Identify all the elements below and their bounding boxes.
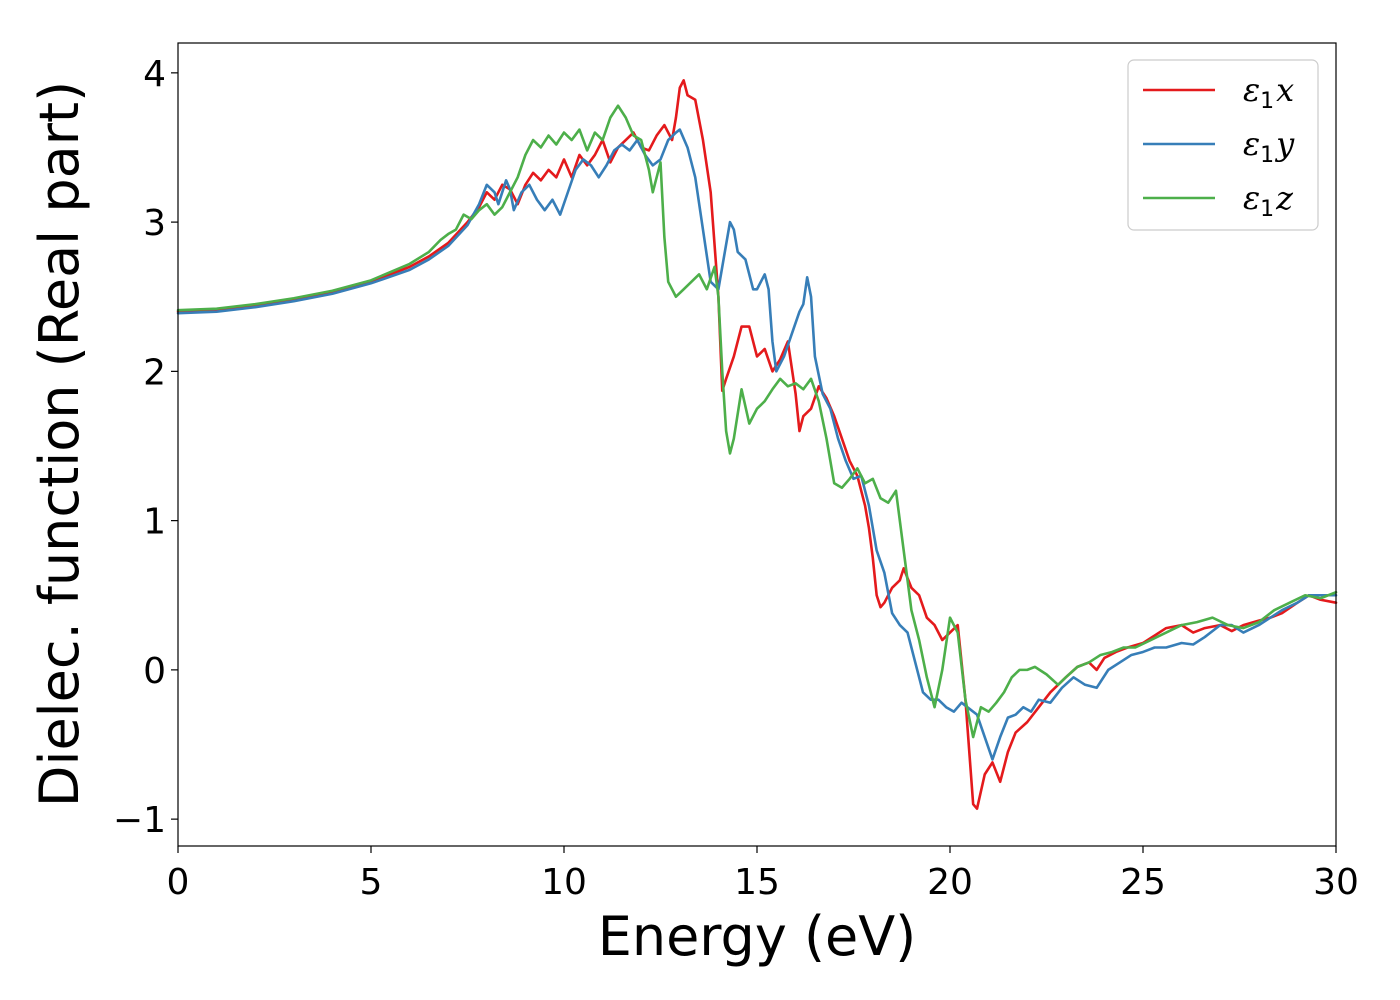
series-line-2 xyxy=(176,104,1338,739)
x-tick-label: 25 xyxy=(1120,862,1166,903)
x-tick-label: 0 xyxy=(167,862,190,903)
series-layer xyxy=(176,79,1338,810)
legend-box xyxy=(1127,59,1319,231)
y-tick-label: −1 xyxy=(113,800,166,841)
series-line-0 xyxy=(176,79,1338,810)
y-tick-label: 0 xyxy=(143,651,166,692)
x-tick-label: 30 xyxy=(1313,862,1359,903)
x-tick-label: 15 xyxy=(734,862,780,903)
x-tick-label: 5 xyxy=(360,862,383,903)
y-tick-label: 4 xyxy=(143,54,166,95)
y-tick-label: 3 xyxy=(143,203,166,244)
legend-label-2: ε1z xyxy=(1243,179,1294,222)
series-line-1 xyxy=(176,128,1338,761)
x-tick-label: 10 xyxy=(541,862,587,903)
legend: ε1x ε1y ε1z xyxy=(1127,59,1319,231)
y-axis-title: Dielec. function (Real part) xyxy=(28,81,91,807)
legend-label-1: ε1y xyxy=(1243,125,1295,168)
y-tick-label: 2 xyxy=(143,352,166,393)
y-tick-label: 1 xyxy=(143,502,166,543)
x-tick-label: 20 xyxy=(927,862,973,903)
legend-label-0: ε1x xyxy=(1243,71,1294,114)
x-axis-title: Energy (eV) xyxy=(598,905,917,968)
y-axis: −1 0 1 2 3 4 xyxy=(113,54,178,841)
x-axis: 0 5 10 15 20 25 30 xyxy=(167,846,1359,903)
